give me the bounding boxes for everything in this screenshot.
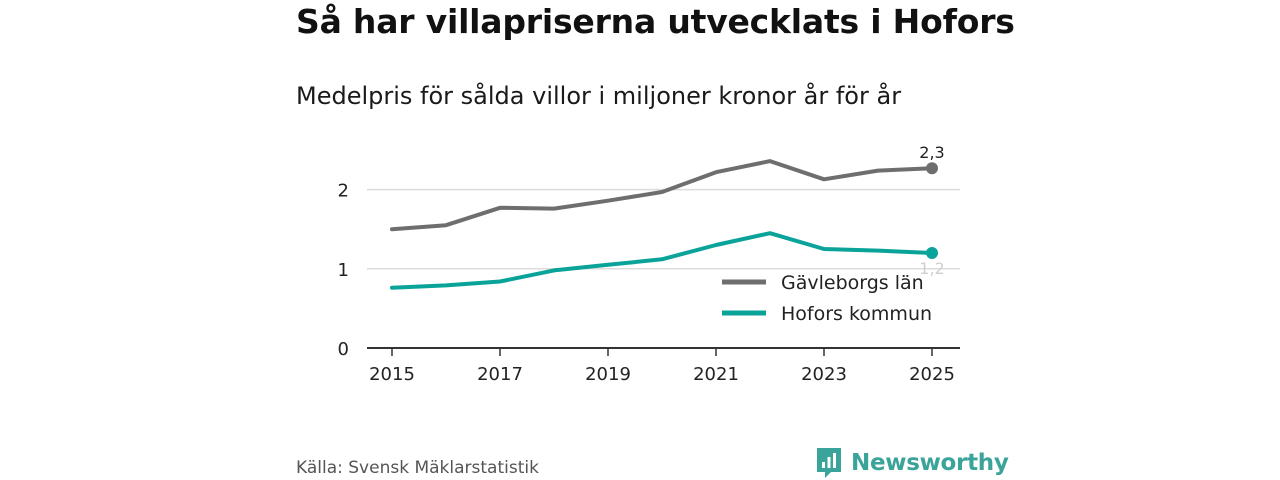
- x-tick-label-2023: 2023: [801, 364, 847, 385]
- y-tick-label-0: 0: [338, 339, 349, 360]
- legend: Gävleborgs län Hofors kommun: [722, 272, 932, 325]
- source-note: Källa: Svensk Mäklarstatistik: [296, 458, 539, 478]
- legend-label-hofors: Hofors kommun: [781, 303, 932, 325]
- y-tick-label-1: 1: [338, 260, 349, 281]
- series-line-hofors: [390, 231, 934, 290]
- y-tick-label-2: 2: [338, 181, 349, 202]
- newsworthy-logo-icon: [817, 448, 841, 478]
- legend-label-gavleborg: Gävleborgs län: [781, 272, 924, 294]
- brand-logo: Newsworthy: [815, 446, 1009, 480]
- x-tick-label-2017: 2017: [477, 364, 523, 385]
- x-tick-label-2021: 2021: [693, 364, 739, 385]
- series-endpoint-hofors: [926, 246, 938, 259]
- chart-title: Så har villapriserna utvecklats i Hofors: [296, 2, 1015, 41]
- chart-subtitle: Medelpris för sålda villor i miljoner kr…: [296, 82, 902, 110]
- series-lines: 2,3 1,2: [390, 143, 945, 290]
- x-tick-label-2019: 2019: [585, 364, 631, 385]
- brand-name: Newsworthy: [851, 450, 1009, 476]
- series-endpoint-gavleborg: [926, 162, 938, 175]
- y-axis: 0 1 2: [338, 181, 349, 360]
- line-chart: 2015 2017 2019 2021 2023 2025 0 1 2 2,3 1,2 Gävl…: [338, 143, 960, 385]
- end-label-gavleborg: 2,3: [919, 143, 944, 162]
- x-tick-label-2015: 2015: [369, 364, 415, 385]
- x-tick-label-2025: 2025: [909, 364, 955, 385]
- series-line-gavleborg: [390, 159, 934, 232]
- x-axis: 2015 2017 2019 2021 2023 2025: [367, 347, 960, 385]
- end-label-hofors: 1,2: [919, 259, 944, 278]
